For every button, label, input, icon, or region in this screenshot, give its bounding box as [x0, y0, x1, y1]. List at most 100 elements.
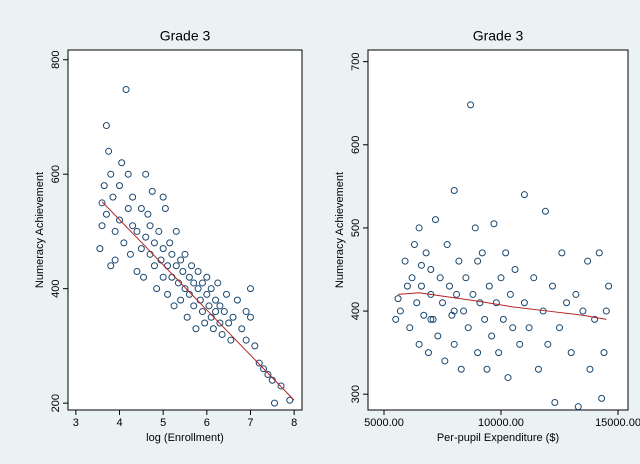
point — [246, 313, 254, 321]
point — [558, 249, 566, 257]
point — [118, 159, 126, 167]
point — [392, 315, 400, 323]
point — [107, 170, 115, 178]
x-tick-label: 10000.00 — [478, 417, 524, 429]
point — [478, 249, 486, 257]
point — [408, 274, 416, 282]
point — [218, 330, 226, 338]
fit-line — [398, 292, 607, 320]
point — [194, 285, 202, 293]
point — [431, 216, 439, 224]
point — [146, 222, 154, 230]
x-tick-label: 7 — [247, 417, 253, 429]
point — [142, 233, 150, 241]
point — [190, 302, 198, 310]
point — [198, 308, 206, 316]
point — [406, 324, 414, 332]
point — [497, 274, 505, 282]
point — [242, 336, 250, 344]
point — [212, 296, 220, 304]
point — [415, 340, 423, 348]
point — [427, 315, 435, 323]
y-tick-label: 400 — [50, 279, 62, 297]
point — [534, 365, 542, 373]
fit-line — [101, 201, 295, 401]
y-tick-label: 600 — [50, 165, 62, 183]
point — [457, 365, 465, 373]
point — [502, 249, 510, 257]
point — [170, 302, 178, 310]
point — [556, 324, 564, 332]
point — [124, 205, 132, 213]
point — [198, 279, 206, 287]
point — [544, 340, 552, 348]
point — [98, 222, 106, 230]
point — [436, 274, 444, 282]
point — [476, 299, 484, 307]
point — [490, 220, 498, 228]
point — [188, 262, 196, 270]
point — [177, 256, 185, 264]
point — [220, 308, 228, 316]
point — [410, 241, 418, 249]
point — [584, 257, 592, 265]
point — [427, 265, 435, 273]
point — [181, 285, 189, 293]
x-tick-label: 15000.00 — [595, 417, 640, 429]
x-tick-label: 4 — [116, 417, 122, 429]
point — [129, 222, 137, 230]
point — [488, 332, 496, 340]
chart-title: Grade 3 — [473, 28, 524, 44]
point — [229, 313, 237, 321]
point — [98, 199, 106, 207]
point — [270, 399, 278, 407]
point — [450, 340, 458, 348]
point — [595, 249, 603, 257]
point — [177, 296, 185, 304]
point — [133, 227, 141, 235]
point — [102, 122, 110, 130]
point — [142, 170, 150, 178]
point — [516, 340, 524, 348]
point — [441, 357, 449, 365]
point — [96, 245, 104, 253]
point — [495, 349, 503, 357]
point — [474, 349, 482, 357]
point — [140, 273, 148, 281]
y-tick-label: 800 — [50, 51, 62, 69]
point — [238, 325, 246, 333]
point — [586, 365, 594, 373]
point — [102, 210, 110, 218]
point — [474, 257, 482, 265]
point — [185, 273, 193, 281]
y-tick-label: 200 — [50, 394, 62, 412]
point — [605, 282, 613, 290]
point — [111, 227, 119, 235]
plot-area — [67, 49, 303, 411]
point — [150, 239, 158, 247]
point — [450, 187, 458, 195]
point — [413, 299, 421, 307]
point — [172, 262, 180, 270]
y-tick-label: 300 — [350, 385, 362, 403]
point — [179, 267, 187, 275]
point — [420, 311, 428, 319]
point — [460, 307, 468, 315]
point — [563, 299, 571, 307]
point — [530, 274, 538, 282]
point — [483, 365, 491, 373]
point — [216, 319, 224, 327]
point — [396, 307, 404, 315]
point — [417, 282, 425, 290]
point — [600, 349, 608, 357]
point — [161, 205, 169, 213]
point — [111, 256, 119, 264]
point — [120, 239, 128, 247]
point — [415, 224, 423, 232]
point — [394, 295, 402, 303]
point — [417, 261, 425, 269]
point — [429, 315, 437, 323]
point — [541, 207, 549, 215]
point — [481, 315, 489, 323]
